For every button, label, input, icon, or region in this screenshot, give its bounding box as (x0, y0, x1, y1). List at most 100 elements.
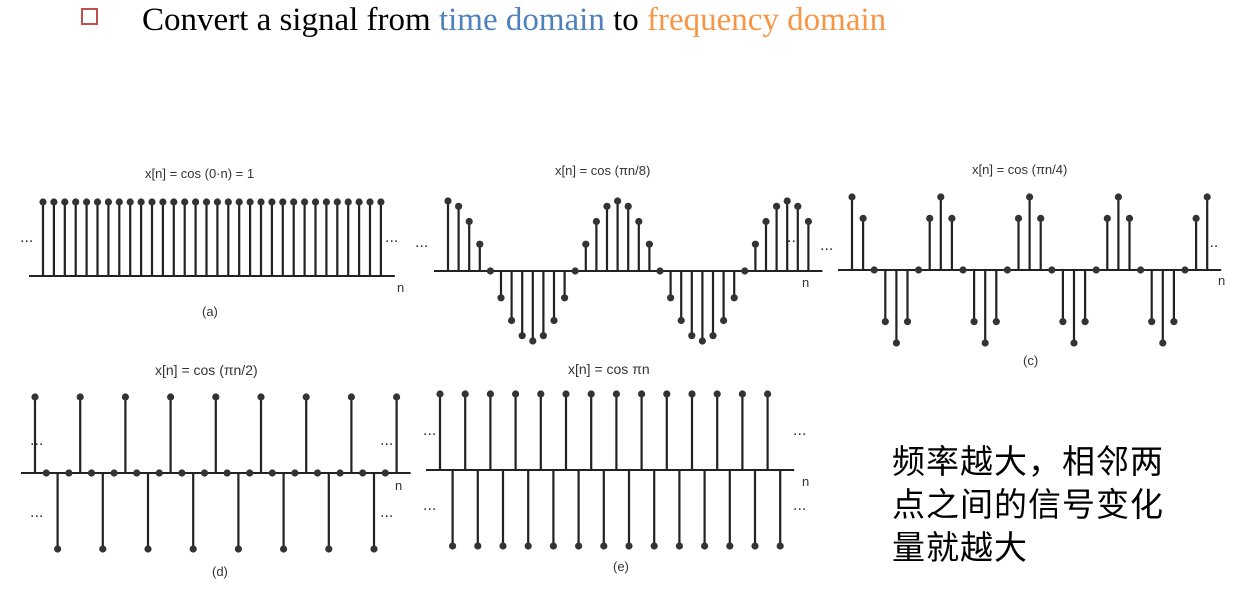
panel-e-sample-point (486, 390, 494, 398)
panel-b-sample-point (476, 240, 484, 248)
panel-d-sample-point (359, 469, 367, 477)
panel-c-axis-label: n (1218, 273, 1225, 288)
panel-d-sample-point (280, 545, 288, 553)
panel-d-caption: (d) (212, 564, 228, 579)
heading-frequency-domain: frequency domain (647, 2, 887, 38)
panel-b-sample-point (645, 240, 653, 248)
panel-b-stem-plot: x[n] = cos (πn/8) ... ... n (415, 163, 823, 345)
panel-e-sample-point (764, 390, 772, 398)
heading-prefix: Convert a signal from (142, 2, 439, 38)
panel-e-sample-point (474, 542, 482, 550)
panel-c-left-ellipsis: ... (820, 237, 833, 254)
heading-middle: to (604, 2, 647, 38)
panel-d-sample-point (189, 545, 197, 553)
panel-b-sample-point (635, 217, 643, 226)
panel-e-sample-point (449, 542, 457, 550)
panel-a-sample-point (202, 198, 211, 206)
panel-c-sample-point (1114, 193, 1122, 201)
panel-e-sample-point (436, 390, 444, 398)
panel-b-sample-point (709, 332, 717, 340)
panel-d-sample-point (87, 469, 96, 477)
panel-d-right-ellipsis-top: ... (380, 432, 393, 449)
panel-c-sample-point (881, 318, 889, 326)
panel-b-sample-point (592, 217, 600, 226)
panel-d-sample-point (212, 393, 220, 401)
panel-c-sample-point (1070, 339, 1078, 347)
panel-c-sample-point (1003, 266, 1011, 274)
panel-b-sample-point (497, 294, 505, 302)
panel-b-sample-point (582, 240, 590, 248)
panel-d-sample-point (246, 469, 254, 477)
panel-a-sample-point (224, 198, 232, 206)
panel-a-caption: (a) (202, 304, 218, 319)
panel-e-sample-point (600, 542, 608, 550)
panel-c-right-ellipsis: ... (1205, 234, 1218, 251)
panel-e-sample-point (537, 390, 545, 398)
panel-a-sample-point (366, 198, 374, 206)
panel-a-left-ellipsis: ... (20, 229, 33, 246)
panel-b-sample-point (465, 217, 473, 226)
note-line: 频率越大，相邻两 (892, 442, 1164, 481)
bullet-square-icon (81, 8, 98, 25)
panel-e-sample-point (650, 542, 658, 550)
panel-e-sample-point (726, 542, 734, 550)
panel-b-sample-point (614, 197, 622, 205)
panel-c-caption: (c) (1023, 353, 1038, 368)
panel-c-sample-point (859, 214, 867, 222)
panel-e-sample-point (499, 542, 507, 550)
panel-b-sample-point (529, 337, 537, 345)
panel-d-sample-point (393, 393, 401, 401)
panel-e-formula: x[n] = cos πn (568, 361, 650, 377)
panel-e-caption: (e) (613, 559, 629, 574)
panel-c-sample-point (959, 266, 967, 274)
panel-d-sample-point (42, 469, 50, 477)
panel-a-sample-point (279, 198, 287, 206)
panel-d-sample-point (65, 469, 73, 477)
panel-e-sample-point (562, 390, 570, 398)
panel-b-sample-point (667, 294, 675, 302)
panel-a-sample-point (181, 198, 189, 206)
panel-a-sample-point (355, 198, 363, 206)
panel-a-sample-point (257, 198, 265, 206)
panel-b-sample-point (720, 316, 728, 325)
panel-a-sample-point (333, 198, 341, 206)
panel-b-sample-point (698, 337, 706, 345)
panel-b-sample-point (624, 202, 632, 210)
panel-c-sample-point (915, 266, 923, 274)
panel-e-sample-point (524, 542, 532, 550)
panel-c-sample-point (926, 214, 934, 222)
panel-c-sample-point (1203, 193, 1211, 201)
panel-a-axis-label: n (397, 280, 404, 295)
heading-time-domain: time domain (438, 2, 605, 38)
panel-a-sample-point (104, 198, 112, 206)
panel-c-sample-point (1125, 214, 1134, 222)
panel-a-sample-point (344, 198, 352, 206)
panel-b-sample-point (539, 332, 547, 340)
panel-d-left-ellipsis-bottom: ... (30, 504, 43, 521)
panel-d-left-ellipsis-top: ... (30, 432, 43, 449)
panel-d-sample-point (144, 545, 152, 553)
panel-a-sample-point (61, 198, 69, 206)
panel-c-sample-point (1059, 318, 1067, 326)
panel-e-sample-point (713, 390, 721, 398)
panel-b-sample-point (455, 202, 463, 210)
panel-b-sample-point (550, 316, 558, 325)
panel-d-sample-point (268, 469, 276, 477)
panel-a-sample-point (311, 198, 320, 206)
panel-e-sample-point (701, 542, 709, 550)
panel-b-sample-point (571, 267, 579, 275)
panel-e-sample-point (625, 542, 633, 550)
slide-heading: Convert a signal from time domain to fre… (142, 0, 886, 40)
panel-d-stem-plot: x[n] = cos (πn/2) ... ... ... ... n (d) (21, 362, 411, 579)
panel-d-right-ellipsis-bottom: ... (380, 504, 393, 521)
panel-c-sample-point (870, 266, 878, 274)
panel-e-sample-point (663, 390, 671, 398)
panel-b-sample-point (656, 267, 664, 275)
panel-d-sample-point (347, 393, 355, 401)
panel-b-axis-label: n (802, 275, 809, 290)
panel-c-formula: x[n] = cos (πn/4) (972, 162, 1067, 177)
panel-c-sample-point (970, 318, 978, 326)
panel-b-sample-point (762, 217, 770, 226)
panel-d-sample-point (178, 469, 186, 477)
panel-a-sample-point (213, 198, 221, 206)
